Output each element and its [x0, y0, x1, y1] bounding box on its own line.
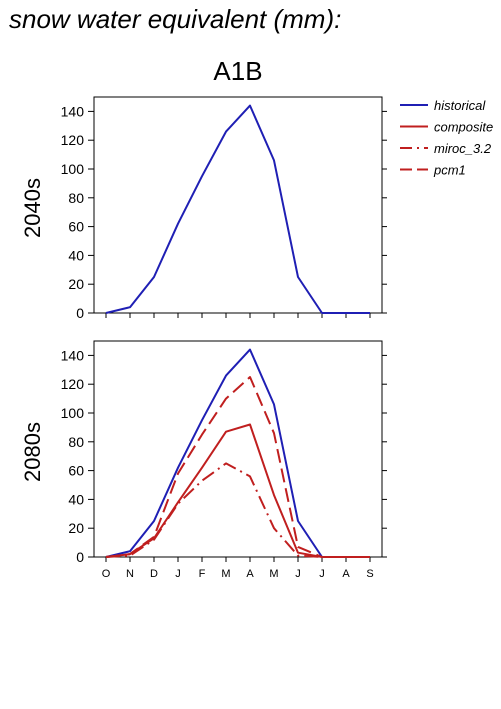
x-tick-label: J [319, 568, 325, 580]
x-tick-label: N [126, 568, 134, 580]
x-tick-label: S [366, 568, 373, 580]
series-line-pcm1 [105, 376, 370, 558]
x-tick-label: A [246, 568, 254, 580]
x-tick-label: M [221, 568, 230, 580]
plot-frame [93, 96, 383, 314]
panels: 0 20 40 60 80 100 120 140 2040s 0 20 40 60 80 100 120 14… [20, 96, 387, 580]
series-line-historical [105, 104, 370, 314]
x-tick-label: A [342, 568, 350, 580]
series-line-historical [105, 348, 370, 558]
scenario-title: A1B [213, 56, 262, 86]
page-title: snow water equivalent (mm): [9, 4, 342, 34]
x-tick-label: O [102, 568, 111, 580]
y-tick-label: 100 [61, 405, 85, 421]
x-tick-label: F [199, 568, 206, 580]
y-tick-label: 40 [68, 491, 84, 507]
y-tick-label: 120 [61, 132, 85, 148]
panel-2040s: 0 20 40 60 80 100 120 140 2040s [20, 96, 387, 321]
y-tick-label: 100 [61, 161, 85, 177]
y-tick-label: 140 [61, 347, 85, 363]
y-tick-label: 20 [68, 276, 84, 292]
legend-label: historical [434, 98, 486, 113]
legend-label: pcm1 [433, 163, 466, 178]
series-line-composite [105, 423, 370, 558]
panel-2080s: 0 20 40 60 80 100 120 140 O N D J F M A M J J A S 2080s [20, 340, 387, 580]
y-tick-label: 60 [68, 219, 84, 235]
panel-label: 2040s [20, 178, 45, 238]
y-tick-label: 0 [76, 305, 84, 321]
x-tick-label: D [150, 568, 158, 580]
legend-label: miroc_3.2 [434, 141, 492, 156]
y-tick-label: 60 [68, 463, 84, 479]
y-tick-label: 120 [61, 376, 85, 392]
panel-label: 2080s [20, 422, 45, 482]
y-tick-label: 40 [68, 247, 84, 263]
legend: historical composite miroc_3.2 pcm1 [400, 98, 493, 178]
legend-label: composite [434, 120, 493, 135]
y-tick-label: 140 [61, 103, 85, 119]
y-tick-label: 80 [68, 190, 84, 206]
x-tick-label: M [269, 568, 278, 580]
y-tick-label: 0 [76, 549, 84, 565]
y-tick-label: 80 [68, 434, 84, 450]
x-tick-label: J [175, 568, 181, 580]
x-tick-label: J [295, 568, 301, 580]
y-tick-label: 20 [68, 520, 84, 536]
plot-frame [93, 340, 383, 558]
